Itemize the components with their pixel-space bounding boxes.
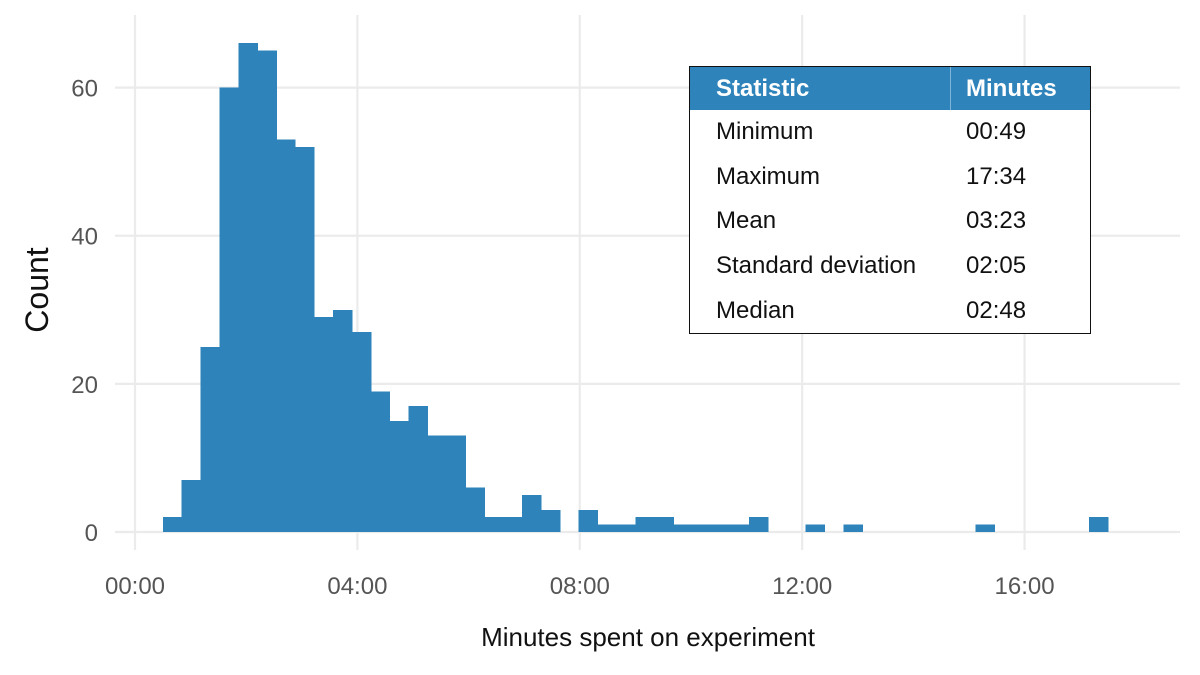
histogram-bar — [578, 509, 599, 532]
histogram-bar — [200, 346, 221, 532]
histogram-bar — [710, 524, 731, 532]
row-minutes: 17:34 — [966, 162, 1027, 190]
row-statistic: Standard deviation — [716, 252, 917, 280]
x-tick-label: 00:00 — [105, 573, 165, 600]
table-row: Mean 03:23 — [690, 199, 1090, 244]
histogram-bar — [427, 435, 447, 532]
histogram-bar — [181, 480, 202, 532]
histogram-bar — [408, 406, 429, 532]
histogram-bar — [1089, 517, 1109, 532]
x-tick-label: 12:00 — [772, 573, 832, 600]
histogram-bar — [635, 517, 655, 532]
y-tick-labels: 0 20 40 60 — [71, 76, 98, 547]
histogram-bar — [975, 524, 996, 532]
header-minutes: Minutes — [966, 74, 1057, 102]
histogram-bar — [162, 517, 183, 532]
histogram-bar — [351, 332, 372, 532]
row-minutes: 03:23 — [966, 207, 1027, 235]
row-minutes: 02:48 — [966, 296, 1027, 324]
x-axis-title: Minutes spent on experiment — [481, 622, 816, 652]
x-tick-label: 08:00 — [550, 573, 610, 600]
row-statistic: Minimum — [716, 118, 814, 146]
histogram-bar — [484, 517, 504, 532]
y-tick-label: 40 — [71, 224, 98, 251]
histogram-bar — [276, 139, 296, 533]
row-minutes: 02:05 — [966, 252, 1027, 280]
histogram-bar — [843, 524, 863, 532]
table-header-row: Statistic Minutes — [690, 67, 1090, 110]
histogram-bar — [314, 317, 334, 532]
table-row: Maximum 17:34 — [690, 155, 1090, 200]
histogram-bar — [465, 487, 485, 532]
table-row: Minimum 00:49 — [690, 110, 1090, 155]
histogram-bar — [332, 309, 353, 532]
histogram-bar — [257, 50, 277, 533]
histogram-bar — [370, 391, 391, 532]
x-tick-label: 16:00 — [995, 573, 1055, 600]
y-tick-label: 0 — [85, 520, 98, 547]
histogram-bar — [597, 524, 618, 532]
table-row: Standard deviation 02:05 — [690, 244, 1090, 289]
histogram-bar — [295, 146, 315, 532]
row-statistic: Median — [716, 296, 795, 324]
y-tick-label: 20 — [71, 372, 98, 399]
header-statistic: Statistic — [690, 67, 951, 110]
x-tick-label: 04:00 — [327, 573, 387, 600]
y-axis-title: Count — [19, 247, 55, 333]
histogram-bar — [654, 517, 674, 532]
row-statistic: Mean — [716, 207, 777, 235]
histogram-bar — [673, 524, 693, 532]
histogram-bar — [616, 524, 636, 532]
summary-statistics-table: Statistic Minutes Minimum 00:49 Maximum … — [689, 66, 1091, 334]
x-tick-labels: 00:00 04:00 08:00 12:00 16:00 — [105, 573, 1055, 600]
histogram-bar — [521, 494, 542, 532]
histogram-bar — [805, 524, 826, 532]
histogram-bar — [389, 420, 410, 532]
table-row: Median 02:48 — [690, 288, 1090, 333]
histogram-bar — [446, 435, 466, 532]
histogram-bar — [729, 524, 750, 532]
histogram-bars — [162, 43, 1109, 533]
y-tick-label: 60 — [71, 76, 98, 103]
histogram-bar — [503, 517, 523, 532]
histogram-bar — [692, 524, 712, 532]
histogram-bar — [238, 43, 258, 532]
histogram-bar — [219, 87, 240, 532]
row-minutes: 00:49 — [966, 118, 1027, 146]
row-statistic: Maximum — [716, 162, 821, 190]
histogram-bar — [540, 509, 561, 532]
histogram-bar — [748, 517, 769, 532]
